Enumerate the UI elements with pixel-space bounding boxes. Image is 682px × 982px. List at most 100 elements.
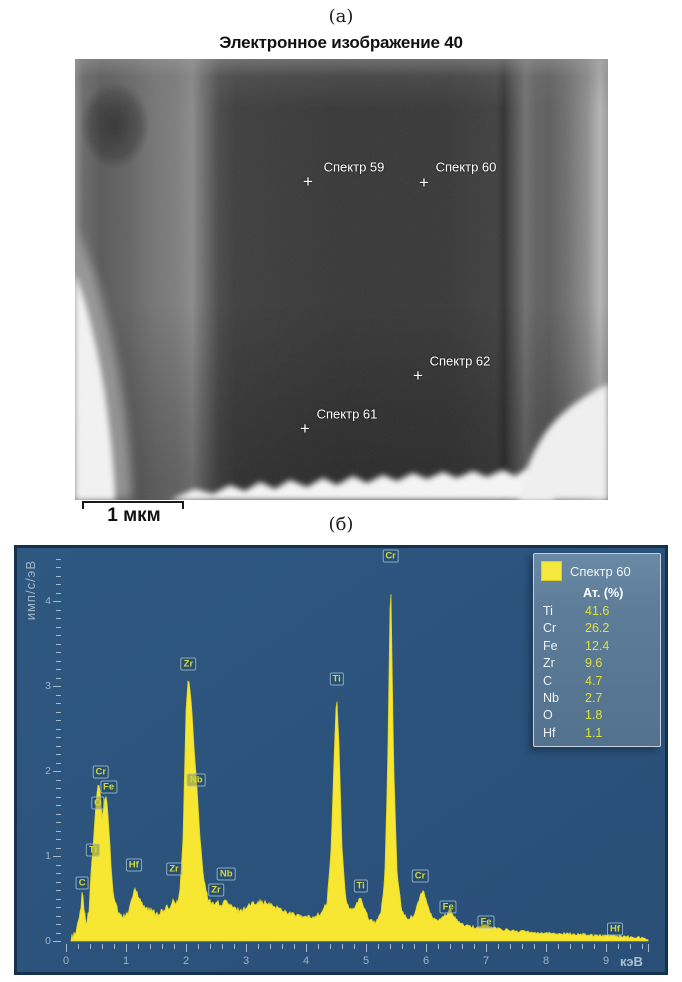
axis-tick <box>318 944 319 949</box>
sem-image: Спектр 59 + Спектр 60 + Спектр 62 + Спектр 61 + <box>75 59 608 500</box>
legend-row: O 1.8 <box>541 707 653 724</box>
axis-tick <box>56 609 61 611</box>
axis-tick <box>53 941 61 942</box>
spectrum-marker-label: Спектр 62 <box>429 353 491 369</box>
peak-label-hf: Hf <box>125 858 142 872</box>
axis-tick <box>570 944 571 949</box>
peak-label-ti: Ti <box>85 843 101 857</box>
axis-tick <box>378 944 379 949</box>
axis-tick <box>90 944 91 949</box>
axis-tick <box>56 745 61 747</box>
element-symbol: C <box>543 673 553 688</box>
axis-tick <box>222 944 223 949</box>
element-symbol: Fe <box>543 638 558 653</box>
element-atomic-percent: 4.7 <box>585 673 603 688</box>
axis-tick <box>56 924 61 925</box>
y-tick-label: 4 <box>45 595 51 607</box>
panel-label-b: (б) <box>328 514 354 535</box>
axis-tick <box>53 601 61 602</box>
sem-blobs <box>75 59 608 500</box>
axis-tick <box>450 944 451 949</box>
axis-tick <box>56 847 61 849</box>
x-tick-label: 1 <box>122 955 130 967</box>
axis-tick <box>606 944 607 952</box>
axis-tick <box>53 771 61 772</box>
axis-tick <box>56 652 61 653</box>
axis-tick <box>56 796 61 798</box>
element-symbol: Cr <box>543 621 557 636</box>
axis-tick <box>258 944 259 949</box>
axis-tick <box>56 873 61 874</box>
peak-label-fe: Fe <box>439 900 457 914</box>
y-tick-label: 3 <box>45 680 51 692</box>
panel-label-a: (a) <box>328 6 354 27</box>
axis-tick <box>642 944 643 949</box>
peak-label-zr: Zr <box>180 657 197 671</box>
axis-tick <box>56 635 61 636</box>
legend-row: C 4.7 <box>541 673 653 690</box>
axis-tick <box>114 944 115 949</box>
cross-marker-icon: + <box>413 366 423 386</box>
axis-tick <box>594 944 595 949</box>
peak-label-nb: Nb <box>216 867 236 881</box>
axis-tick <box>56 703 61 704</box>
axis-tick <box>546 944 547 952</box>
peak-label-zr: Zr <box>166 862 182 876</box>
axis-tick <box>56 669 61 670</box>
axis-tick <box>56 558 61 560</box>
x-tick-label: 6 <box>422 955 430 967</box>
axis-tick <box>366 944 367 952</box>
axis-tick <box>66 944 67 952</box>
axis-tick <box>246 944 247 952</box>
axis-tick <box>186 944 187 952</box>
peak-label-c: C <box>75 876 89 890</box>
legend: Спектр 60 Ат. (%) Ti 41.6 Cr 26.2 Fe 12.4 Zr 9.… <box>533 553 661 747</box>
axis-tick <box>56 711 61 713</box>
axis-tick <box>56 779 61 781</box>
legend-row: Cr 26.2 <box>541 620 653 637</box>
cross-marker-icon: + <box>419 173 429 193</box>
element-symbol: O <box>543 708 553 723</box>
element-atomic-percent: 26.2 <box>585 621 610 636</box>
axis-tick <box>56 932 61 934</box>
axis-tick <box>342 944 343 949</box>
legend-row: Hf 1.1 <box>541 725 653 742</box>
axis-tick <box>438 944 439 949</box>
x-tick-label: 7 <box>482 955 490 967</box>
axis-tick <box>56 575 61 577</box>
spectrum-marker-label: Спектр 60 <box>435 159 497 175</box>
x-tick-label: 9 <box>602 955 610 967</box>
axis-tick <box>282 944 283 949</box>
axis-tick <box>474 944 475 949</box>
axis-tick <box>56 694 61 696</box>
axis-tick <box>56 584 61 585</box>
axis-tick <box>56 677 61 679</box>
axis-tick <box>56 915 61 917</box>
element-symbol: Hf <box>543 725 556 740</box>
figure-title: Электронное изображение 40 <box>219 33 463 52</box>
element-symbol: Ti <box>543 604 553 618</box>
legend-swatch-icon <box>541 561 562 581</box>
axis-tick <box>56 567 61 568</box>
element-atomic-percent: 1.1 <box>585 725 603 740</box>
scale-bar <box>82 501 184 509</box>
cross-marker-icon: + <box>303 172 313 192</box>
axis-tick <box>56 830 61 832</box>
axis-tick <box>648 944 649 952</box>
axis-tick <box>56 898 61 900</box>
x-tick-label: 2 <box>182 955 190 967</box>
x-tick-label: 5 <box>362 955 370 967</box>
axis-tick <box>56 737 61 738</box>
axis-tick <box>582 944 583 949</box>
legend-title: Спектр 60 <box>570 563 631 579</box>
legend-title-row: Спектр 60 <box>541 559 653 583</box>
axis-tick <box>56 890 61 891</box>
atomic-percent-header: Ат. (%) <box>583 586 624 600</box>
peak-label-cr: Cr <box>92 765 110 779</box>
axis-tick <box>56 626 61 628</box>
element-symbol: Zr <box>543 656 555 671</box>
element-atomic-percent: 9.6 <box>585 656 603 671</box>
axis-tick <box>330 944 331 949</box>
legend-row: Fe 12.4 <box>541 638 653 655</box>
element-atomic-percent: 12.4 <box>585 638 610 653</box>
